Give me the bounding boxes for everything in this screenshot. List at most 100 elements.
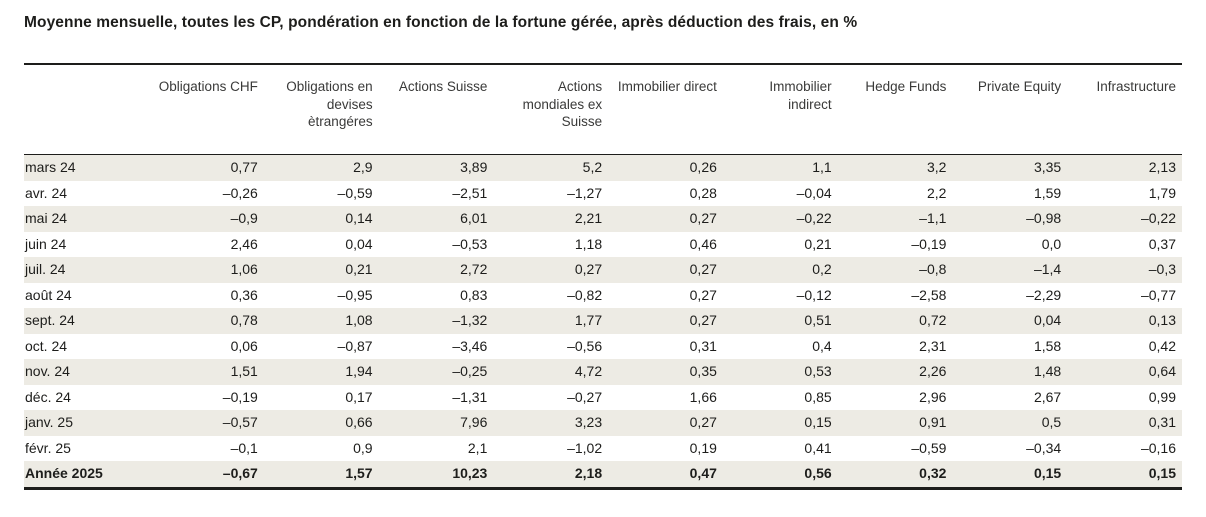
table-cell: –2,58 [911,286,947,303]
table-cell: 0,41 [804,439,832,456]
table-cell: 2,67 [1033,388,1062,405]
table-cell: 0,66 [345,414,373,430]
table-cell: 0,77 [230,159,258,175]
table-cell: 0,85 [804,388,832,405]
table-cell: 2,18 [574,465,603,481]
table-body: mars 24 0,77 2,9 3,89 5,2 0,26 1,1 3,2 3,35 2,13 a… [24,154,1182,488]
table-row: juil. 24 1,06 0,21 2,72 0,27 0,27 0,2 –0,8 –1,4 –… [24,257,1182,283]
table-cell: 3,89 [460,159,488,175]
table-cell: –1,32 [452,312,488,328]
table-cell: 0,64 [1148,363,1176,379]
row-label: juil. 24 [25,261,66,277]
table-cell: 0,27 [689,210,717,226]
table-cell: 0,27 [689,312,717,328]
table-cell: –0,16 [1140,439,1176,456]
table-cell: 7,96 [460,414,488,430]
table-cell: 0,31 [689,337,717,354]
table-cell: –0,8 [919,261,947,277]
table-cell: –0,67 [222,465,258,481]
table-cell: –0,12 [796,286,832,303]
table-cell: 1,18 [574,235,603,252]
table-cell: –0,77 [1140,286,1176,303]
table-row: août 24 0,36 –0,95 0,83 –0,82 0,27 –0,12 –2,58 –… [24,283,1182,309]
table-cell: 2,13 [1148,159,1176,175]
table-cell: –0,25 [452,363,488,379]
table-cell: 0,06 [230,337,258,354]
row-label: août 24 [25,286,72,303]
table-cell: 1,66 [689,388,717,405]
table-cell: 0,27 [689,261,717,277]
table-cell: 0,53 [804,363,832,379]
table-cell: 0,0 [1041,235,1062,252]
column-header: Hedge Funds [837,64,953,155]
table-row: déc. 24 –0,19 0,17 –1,31 –0,27 1,66 0,85 2,96 2,… [24,385,1182,411]
table-cell: 0,19 [689,439,717,456]
table-cell: –1,02 [567,439,603,456]
table-row: juin 24 2,46 0,04 –0,53 1,18 0,46 0,21 –0,19 0,0… [24,232,1182,258]
table-cell: 2,96 [919,388,947,405]
table-cell: –0,34 [1026,439,1062,456]
table-cell: –0,27 [567,388,603,405]
table-cell: 2,72 [460,261,488,277]
row-label: avr. 24 [25,184,68,201]
table-cell: –0,87 [337,337,373,354]
table-cell: 1,1 [812,159,832,175]
row-label: Année 2025 [25,465,103,481]
table-cell: 0,27 [689,414,717,430]
row-label: sept. 24 [25,312,75,328]
table-cell: –0,22 [1140,210,1176,226]
row-label: oct. 24 [25,337,68,354]
column-header: Immobilier indirect [722,64,838,155]
table-cell: 2,9 [353,159,373,175]
table-row: Année 2025 –0,67 1,57 10,23 2,18 0,47 0,56 0,32… [24,461,1182,488]
table-cell: 0,14 [345,210,373,226]
table-cell: 0,91 [919,414,947,430]
table-cell: –0,82 [567,286,603,303]
table-row: mars 24 0,77 2,9 3,89 5,2 0,26 1,1 3,2 3,35 2,13 [24,154,1182,181]
performance-table: Obligations CHF Obligations en devises èt… [24,63,1182,490]
table-cell: –0,95 [337,286,373,303]
table-cell: 0,78 [230,312,258,328]
table-row: avr. 24 –0,26 –0,59 –2,51 –1,27 0,28 –0,04 2,2 1… [24,181,1182,207]
table-cell: 2,31 [919,337,947,354]
table-cell: 0,4 [812,337,832,354]
table-cell: 0,46 [689,235,717,252]
table-cell: 6,01 [460,210,488,226]
column-header: Private Equity [952,64,1068,155]
table-cell: 0,27 [574,261,603,277]
table-row: nov. 24 1,51 1,94 –0,25 4,72 0,35 0,53 2,26 1,48… [24,359,1182,385]
table-cell: 1,51 [230,363,258,379]
column-header: Immobilier direct [608,64,723,155]
table-cell: 1,57 [345,465,373,481]
table-cell: 1,79 [1148,184,1176,201]
table-cell: 0,15 [804,414,832,430]
table-row: janv. 25 –0,57 0,66 7,96 3,23 0,27 0,15 0,91 0,5… [24,410,1182,436]
table-cell: 1,58 [1033,337,1062,354]
table-cell: 5,2 [582,159,603,175]
table-cell: 0,36 [230,286,258,303]
table-cell: 0,04 [1033,312,1062,328]
row-label: déc. 24 [25,388,71,405]
table-cell: 0,04 [345,235,373,252]
table-cell: –2,29 [1026,286,1062,303]
table-cell: –0,19 [911,235,947,252]
column-header: Actions mondiales ex Suisse [493,64,609,155]
table-cell: 1,59 [1033,184,1062,201]
table-cell: 0,32 [919,465,947,481]
table-cell: –0,3 [1148,261,1176,277]
table-cell: –0,9 [230,210,258,226]
row-label: févr. 25 [25,439,71,456]
table-row: sept. 24 0,78 1,08 –1,32 1,77 0,27 0,51 0,72 0,0… [24,308,1182,334]
table-cell: 0,27 [689,286,717,303]
table-cell: –0,53 [452,235,488,252]
table-cell: 0,2 [812,261,832,277]
table-cell: –1,31 [452,388,488,405]
table-cell: 0,35 [689,363,717,379]
table-cell: 1,77 [574,312,603,328]
header-row: Obligations CHF Obligations en devises èt… [24,64,1182,155]
table-row: oct. 24 0,06 –0,87 –3,46 –0,56 0,31 0,4 2,31 1,5… [24,334,1182,360]
table-cell: 0,15 [1148,465,1176,481]
table-title: Moyenne mensuelle, toutes les CP, pondér… [24,14,858,31]
table-cell: 0,15 [1033,465,1062,481]
